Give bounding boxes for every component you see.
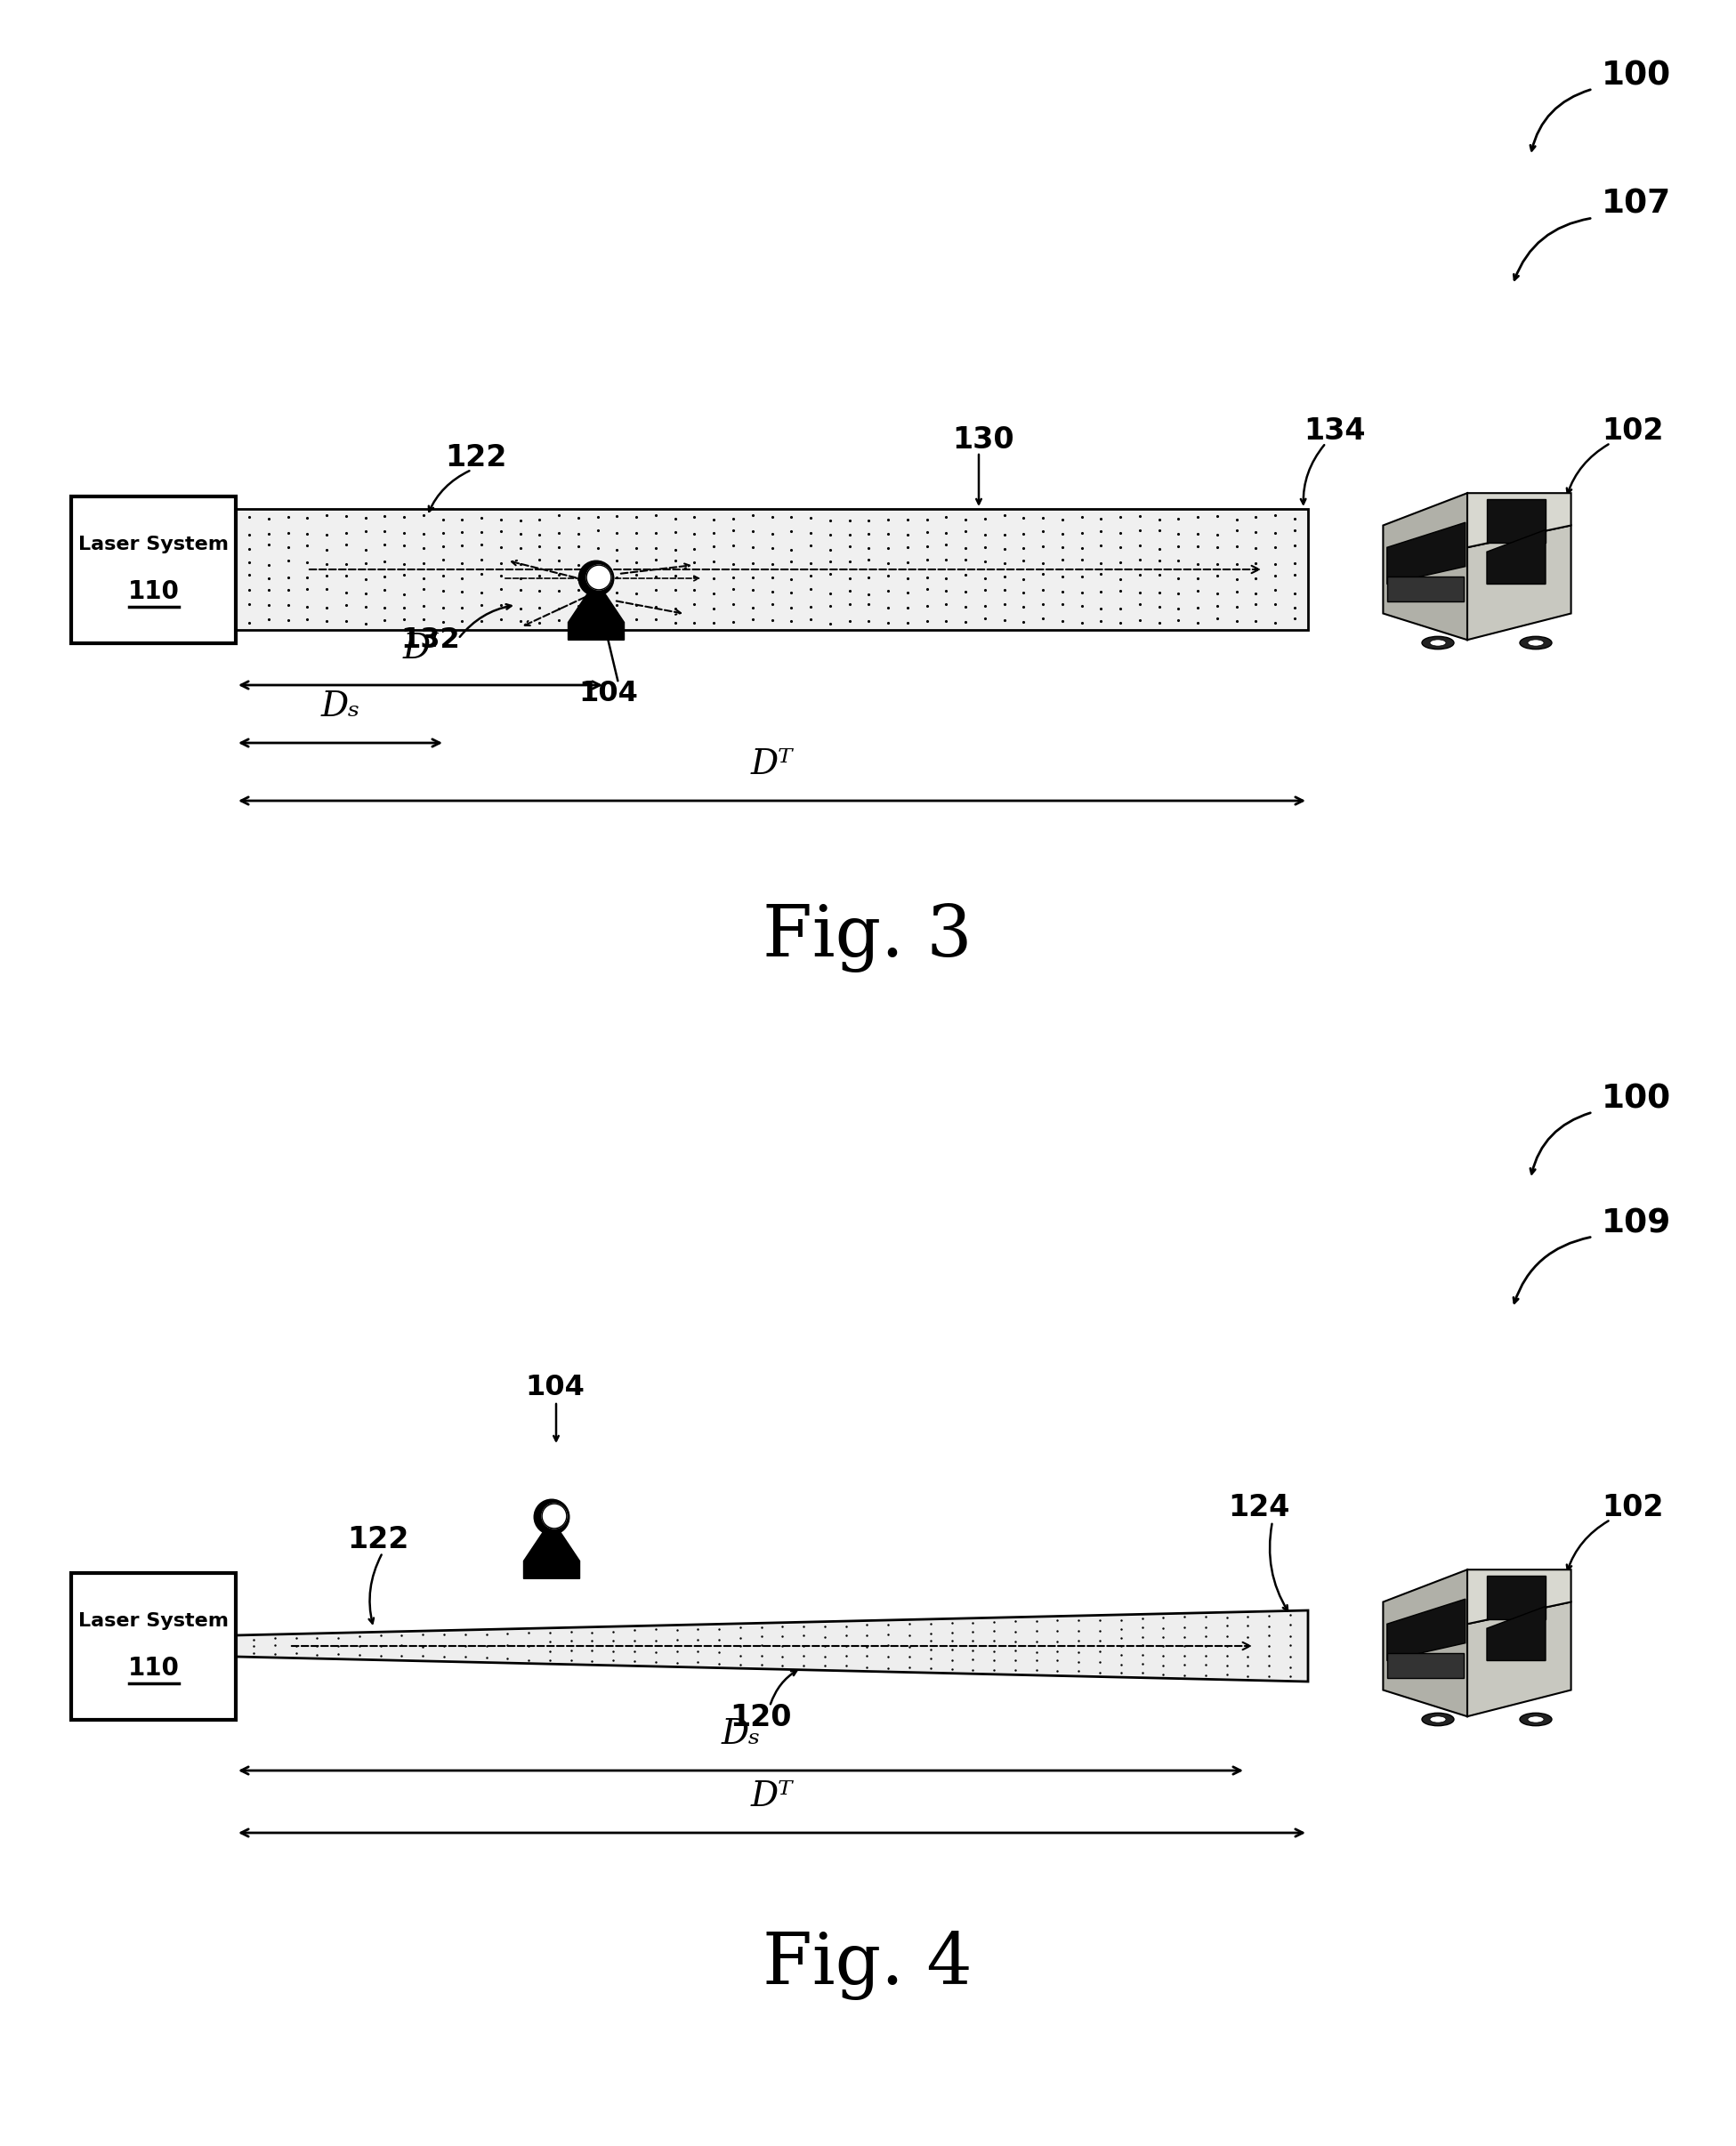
Polygon shape (1384, 1569, 1467, 1717)
Text: 130: 130 (951, 425, 1014, 455)
Polygon shape (1486, 1607, 1545, 1661)
Text: 104: 104 (578, 680, 637, 708)
Text: 110: 110 (128, 579, 179, 605)
Text: 109: 109 (1602, 1208, 1672, 1240)
Text: 124: 124 (1227, 1494, 1290, 1524)
Text: 120: 120 (729, 1702, 792, 1732)
Polygon shape (236, 1610, 1307, 1682)
Polygon shape (1387, 521, 1465, 584)
Text: 110: 110 (128, 1657, 179, 1680)
Ellipse shape (1430, 640, 1446, 646)
Text: Fig. 3: Fig. 3 (762, 903, 972, 972)
Text: 122: 122 (444, 444, 507, 472)
Text: 122: 122 (347, 1524, 408, 1554)
Ellipse shape (1422, 637, 1455, 650)
Polygon shape (236, 509, 1307, 631)
Polygon shape (1486, 530, 1545, 584)
Ellipse shape (1519, 637, 1552, 650)
Text: Dᵀ: Dᵀ (750, 1781, 793, 1813)
Circle shape (578, 560, 615, 597)
Circle shape (542, 1504, 566, 1528)
Text: Laser System: Laser System (78, 1612, 229, 1631)
Text: Dₛ: Dₛ (321, 691, 359, 723)
Text: 132: 132 (401, 627, 460, 655)
Polygon shape (568, 592, 625, 640)
FancyBboxPatch shape (71, 1573, 236, 1719)
Text: 107: 107 (1602, 189, 1672, 221)
Polygon shape (1467, 494, 1571, 547)
Text: Fig. 4: Fig. 4 (762, 1931, 972, 2000)
Polygon shape (1387, 1599, 1465, 1661)
Text: 104: 104 (524, 1373, 585, 1401)
Polygon shape (1467, 526, 1571, 640)
Ellipse shape (1422, 1713, 1455, 1725)
Ellipse shape (1519, 1713, 1552, 1725)
Circle shape (535, 1500, 569, 1534)
Ellipse shape (1430, 1717, 1446, 1723)
Text: Dᴵ: Dᴵ (403, 633, 439, 665)
Text: 102: 102 (1602, 1494, 1663, 1524)
Text: 134: 134 (1304, 416, 1366, 446)
Text: 100: 100 (1602, 60, 1672, 92)
Polygon shape (1486, 1575, 1545, 1620)
Polygon shape (1384, 494, 1467, 640)
Polygon shape (1467, 1569, 1571, 1625)
Text: 102: 102 (1602, 416, 1663, 446)
FancyBboxPatch shape (71, 496, 236, 644)
Text: Laser System: Laser System (78, 536, 229, 554)
Polygon shape (1387, 577, 1463, 601)
Text: Dₛ: Dₛ (720, 1719, 760, 1751)
Text: Dᵀ: Dᵀ (750, 749, 793, 781)
Ellipse shape (1528, 1717, 1543, 1723)
Circle shape (587, 564, 611, 590)
Text: 100: 100 (1602, 1084, 1672, 1114)
Ellipse shape (1528, 640, 1543, 646)
Polygon shape (1467, 1601, 1571, 1717)
Polygon shape (1387, 1652, 1463, 1678)
Polygon shape (1486, 500, 1545, 543)
Polygon shape (524, 1530, 580, 1579)
